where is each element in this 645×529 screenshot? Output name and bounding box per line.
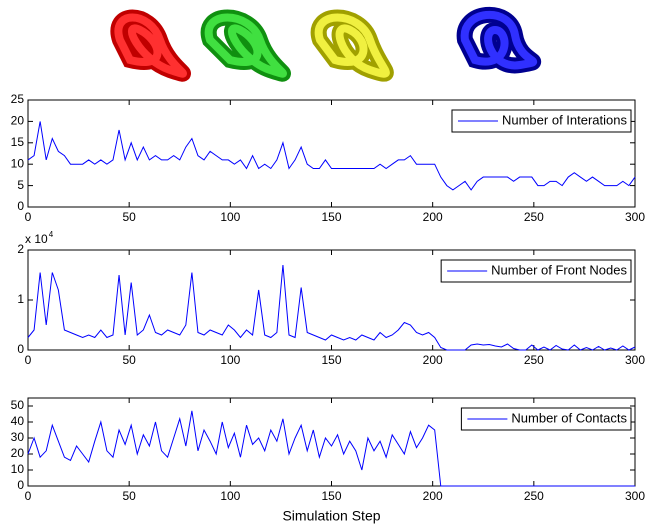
y-multiplier: x 10 bbox=[25, 232, 48, 246]
legend: Number of Front Nodes bbox=[441, 260, 631, 282]
y-tick-label: 25 bbox=[11, 92, 25, 106]
x-tick-label: 100 bbox=[220, 353, 240, 367]
y-tick-label: 0 bbox=[17, 478, 24, 492]
x-tick-label: 250 bbox=[524, 353, 544, 367]
y-tick-label: 5 bbox=[17, 178, 24, 192]
y-tick-label: 20 bbox=[11, 446, 25, 460]
x-axis-label: Simulation Step bbox=[282, 508, 380, 524]
x-tick-label: 300 bbox=[625, 210, 645, 224]
x-tick-label: 200 bbox=[423, 210, 443, 224]
y-tick-label: 10 bbox=[11, 462, 25, 476]
x-tick-label: 0 bbox=[25, 489, 32, 503]
y-tick-label: 40 bbox=[11, 414, 25, 428]
y-tick-label: 0 bbox=[17, 342, 24, 356]
knot-images bbox=[118, 15, 533, 74]
x-tick-label: 0 bbox=[25, 353, 32, 367]
x-tick-label: 200 bbox=[423, 353, 443, 367]
legend: Number of Interations bbox=[452, 110, 631, 132]
x-tick-label: 50 bbox=[122, 489, 136, 503]
legend-label: Number of Front Nodes bbox=[491, 262, 627, 277]
x-tick-label: 50 bbox=[122, 353, 136, 367]
x-tick-label: 150 bbox=[321, 210, 341, 224]
x-tick-label: 150 bbox=[321, 353, 341, 367]
x-tick-label: 300 bbox=[625, 353, 645, 367]
y-tick-label: 10 bbox=[11, 156, 25, 170]
x-tick-label: 250 bbox=[524, 210, 544, 224]
legend-label: Number of Contacts bbox=[511, 410, 627, 425]
x-tick-label: 100 bbox=[220, 210, 240, 224]
y-tick-label: 2 bbox=[17, 242, 24, 256]
y-tick-label: 20 bbox=[11, 114, 25, 128]
y-tick-label: 0 bbox=[17, 199, 24, 213]
x-tick-label: 100 bbox=[220, 489, 240, 503]
y-tick-label: 30 bbox=[11, 430, 25, 444]
y-tick-label: 50 bbox=[11, 398, 25, 412]
x-tick-label: 200 bbox=[423, 489, 443, 503]
chart: 0501001502002503000510152025Number of In… bbox=[0, 0, 645, 529]
x-tick-label: 250 bbox=[524, 489, 544, 503]
x-tick-label: 150 bbox=[321, 489, 341, 503]
y-tick-label: 1 bbox=[17, 292, 24, 306]
x-tick-label: 0 bbox=[25, 210, 32, 224]
legend-label: Number of Interations bbox=[502, 112, 628, 127]
y-tick-label: 15 bbox=[11, 135, 25, 149]
legend: Number of Contacts bbox=[461, 408, 631, 430]
x-tick-label: 300 bbox=[625, 489, 645, 503]
y-multiplier-exponent: 4 bbox=[49, 230, 54, 239]
x-tick-label: 50 bbox=[122, 210, 136, 224]
